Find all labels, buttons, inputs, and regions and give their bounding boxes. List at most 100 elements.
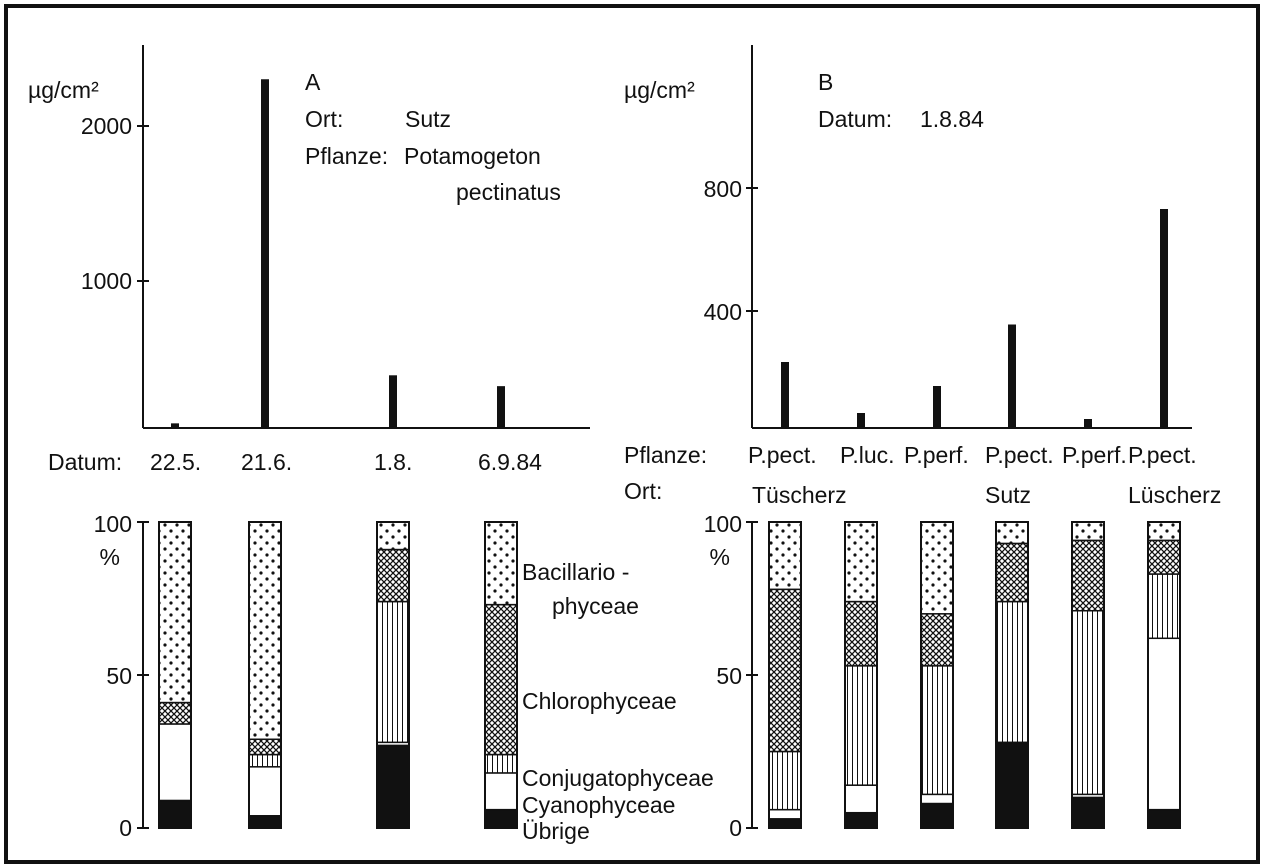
panel-a-composition-bar-1-crosshatch-segment [158, 701, 192, 725]
panel-b-bar-4 [1008, 324, 1016, 428]
panel-a-composition-bar-3-solid-segment [376, 744, 410, 829]
panel-a-bar-2 [261, 79, 269, 428]
panel-a-composition-bar-3-crosshatch-segment [376, 548, 410, 603]
panel-b-composition-bar-3-solid-segment [920, 802, 954, 829]
panel-b-pct-0: 0 [729, 815, 742, 841]
panel-b-composition-bar-1-outline [768, 521, 802, 829]
panel-b-x-ticklabels: P.pect. P.luc. P.perf. P.pect. P.perf. P.pect… [748, 442, 1197, 468]
panel-a-composition-bar-3-dots-segment [376, 521, 410, 551]
panel-b-composition-bar-6-dots-segment [1147, 521, 1181, 542]
panel-b-composition-bar-3-white-segment [920, 793, 954, 805]
panel-b-composition-bar-3-dots-segment [920, 521, 954, 615]
panel-a-composition-bar-3-outline [376, 521, 410, 829]
panel-a-x-ticklabels: 22.5. 21.6. 1.8. 6.9.84 [150, 449, 542, 475]
panel-a-composition-bar-4-solid-segment [484, 808, 518, 829]
panel-b-composition-bar-3-crosshatch-segment [920, 613, 954, 667]
panel-b-composition-bar-4-outline [995, 521, 1029, 829]
panel-b-composition-bar-4-vertical-segment [995, 600, 1029, 744]
panel-b-composition-bar-4-dots-segment [995, 521, 1029, 545]
panel-b-bar-5 [1084, 419, 1092, 428]
panel-b-plant-label-3: P.perf. [904, 442, 969, 468]
panel-b-bar-6 [1160, 209, 1168, 428]
panel-a-date-label-2: 21.6. [241, 449, 292, 475]
panel-b-composition-bar-2-white-segment [844, 784, 878, 814]
figure-frame [4, 4, 1260, 864]
panel-b-composition-bar-2-vertical-segment [844, 665, 878, 786]
panel-a-date-label-4: 6.9.84 [478, 449, 542, 475]
panel-a-pct-0: 0 [119, 815, 132, 841]
panel-a-bar-1 [171, 423, 179, 428]
panel-a-composition-bar-4-crosshatch-segment [484, 603, 518, 756]
panel-a-ytick-1000: 1000 [81, 268, 132, 294]
panel-a-composition-bar-4-outline [484, 521, 518, 829]
panel-a-composition-bar-2-solid-segment [248, 815, 282, 829]
panel-b-site-sutz: Sutz [985, 482, 1031, 508]
panel-b-composition-bar-4-solid-segment [995, 741, 1029, 829]
panel-a-letter: A [305, 69, 321, 95]
panel-b-composition-bar-6-white-segment [1147, 637, 1181, 811]
panel-b-composition-bar-6-solid-segment [1147, 808, 1181, 829]
panel-b-y-unit: µg/cm² [624, 77, 695, 103]
panel-a-stacked-bars [158, 521, 518, 829]
panel-b-site-luscherz: Lüscherz [1128, 482, 1221, 508]
panel-b-letter: B [818, 69, 833, 95]
panel-b-ytick-800: 800 [704, 176, 742, 202]
panel-a-bar-4 [497, 386, 505, 428]
panel-b-composition-bar-5-solid-segment [1071, 796, 1105, 829]
panel-a-date-label-3: 1.8. [374, 449, 412, 475]
panel-a-top: µg/cm² 1000 2000 A Ort: Sutz Pflanze: Po… [28, 45, 590, 475]
panel-b-bars [781, 209, 1168, 428]
panel-b-composition-bar-1-crosshatch-segment [768, 588, 802, 753]
panel-b-composition-bar-2-outline [844, 521, 878, 829]
panel-b-date-key: Datum: [818, 106, 892, 132]
panel-a-bar-3 [389, 375, 397, 428]
panel-a-composition-bar-4-vertical-segment [484, 753, 518, 774]
panel-b-composition-bar-3-outline [920, 521, 954, 829]
panel-b-pct-50: 50 [716, 663, 742, 689]
panel-b-plant-row-label: Pflanze: [624, 442, 707, 468]
panel-b-date-value: 1.8.84 [920, 106, 984, 132]
panel-b-bar-2 [857, 413, 865, 428]
legend: Bacillario - phyceae Chlorophyceae Conjugat… [522, 559, 714, 844]
legend-label-6: Übrige [522, 818, 590, 844]
panel-b-bar-3 [933, 386, 941, 428]
panel-a-plant-value: Potamogeton [404, 143, 541, 169]
panel-a-ytick-2000: 2000 [81, 113, 132, 139]
panel-a-composition-bar-1-dots-segment [158, 521, 192, 704]
panel-b-composition-bar-4-crosshatch-segment [995, 542, 1029, 603]
panel-b-composition-bar-3-vertical-segment [920, 665, 954, 796]
panel-a-composition-bar-3-vertical-segment [376, 600, 410, 744]
panel-b-composition-bar-2-dots-segment [844, 521, 878, 603]
panel-b-composition: 100 % 50 0 [704, 511, 1181, 841]
panel-b-plant-label-4: P.pect. [985, 442, 1054, 468]
panel-b-composition-bar-1-solid-segment [768, 818, 802, 829]
panel-a-y-unit: µg/cm² [28, 77, 99, 103]
panel-b-composition-bar-5-vertical-segment [1071, 609, 1105, 796]
panel-a-composition-bar-2-white-segment [248, 766, 282, 817]
panel-a-date-label-1: 22.5. [150, 449, 201, 475]
panel-b-composition-bar-1-vertical-segment [768, 750, 802, 811]
panel-b-pct-symbol: % [710, 544, 730, 570]
panel-b-stacked-bars [768, 521, 1181, 829]
panel-a-composition-bar-4-dots-segment [484, 521, 518, 606]
panel-a-bars [171, 79, 505, 428]
panel-a-composition-bar-1-white-segment [158, 723, 192, 802]
panel-a-composition-bar-1-solid-segment [158, 799, 192, 829]
panel-b-composition-bar-2-crosshatch-segment [844, 600, 878, 667]
panel-a-pct-50: 50 [106, 663, 132, 689]
panel-b-site-row-label: Ort: [624, 478, 662, 504]
panel-a-composition: 100 % 50 0 Bacillario - phyceae Chlorophyc… [94, 511, 714, 844]
panel-a-composition-bar-2-outline [248, 521, 282, 829]
panel-b-ytick-400: 400 [704, 299, 742, 325]
panel-b-pct-100: 100 [704, 511, 742, 537]
panel-b-composition-bar-5-crosshatch-segment [1071, 539, 1105, 612]
panel-b-composition-bar-1-dots-segment [768, 521, 802, 591]
panel-a-composition-bar-2-crosshatch-segment [248, 738, 282, 756]
panel-a-composition-bar-4-white-segment [484, 772, 518, 811]
panel-b-composition-bar-6-outline [1147, 521, 1181, 829]
panel-a-pct-symbol: % [100, 544, 120, 570]
panel-b-composition-bar-2-solid-segment [844, 811, 878, 829]
legend-label-4: Conjugatophyceae [522, 765, 714, 791]
panel-b-composition-bar-6-crosshatch-segment [1147, 539, 1181, 575]
